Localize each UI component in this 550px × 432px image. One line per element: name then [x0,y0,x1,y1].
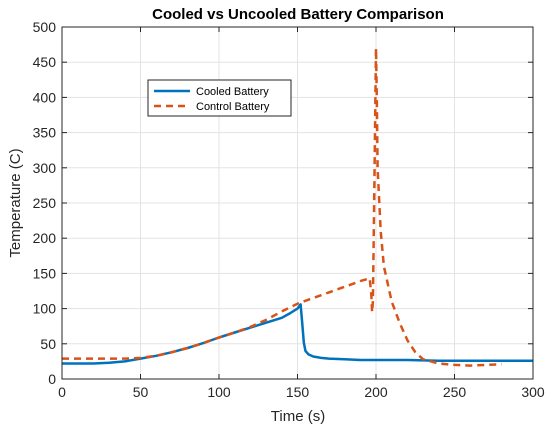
legend-label-cooled: Cooled Battery [196,86,269,98]
x-tick-label: 0 [58,384,66,400]
series-line-cooled-battery [62,303,533,365]
x-tick-label: 100 [207,384,231,400]
plot-border [61,26,534,380]
series-lines [62,46,533,367]
y-tick-label: 50 [40,336,56,352]
legend: Cooled Battery Control Battery [147,79,292,117]
x-axis-label: Time (s) [271,408,325,425]
y-tick-label: 0 [48,371,56,387]
y-tick-label: 150 [33,265,57,281]
x-tick-label: 150 [286,384,310,400]
x-tick-label: 300 [521,384,545,400]
y-tick-label: 450 [33,54,57,70]
legend-label-control: Control Battery [196,101,270,113]
x-tick-label: 50 [133,384,149,400]
y-tick-label: 100 [33,301,57,317]
x-tick-label: 200 [364,384,388,400]
y-tick-label: 200 [33,230,57,246]
y-tick-label: 250 [33,195,57,211]
y-tick-label: 350 [33,125,57,141]
y-axis-label: Temperature (C) [7,148,24,257]
y-tick-label: 500 [33,19,57,35]
chart-title: Cooled vs Uncooled Battery Comparison [152,6,444,23]
x-axis-ticks: 0 50 100 150 200 250 300 [58,27,545,400]
y-tick-label: 300 [33,160,57,176]
y-axis-ticks: 0 50 100 150 200 250 300 350 400 450 500 [33,19,533,387]
x-tick-label: 250 [443,384,467,400]
series-line-control-battery [62,46,502,367]
y-tick-label: 400 [33,89,57,105]
legend-box [147,79,292,117]
